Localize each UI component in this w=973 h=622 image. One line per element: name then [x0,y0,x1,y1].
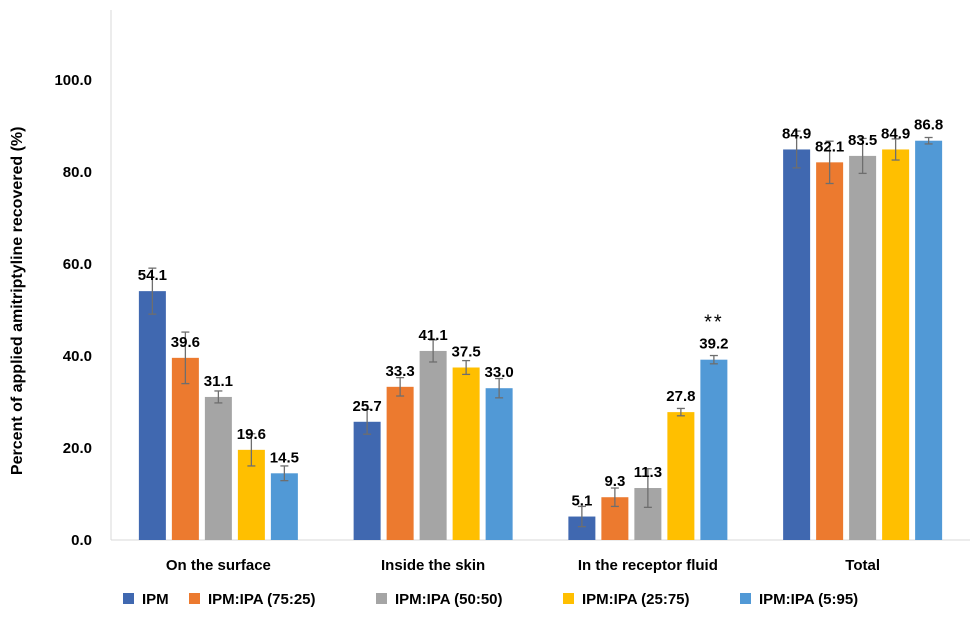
bar [138,291,166,540]
data-label: 33.3 [386,363,415,380]
bar [667,412,695,540]
annotations: ** [704,312,724,334]
bars [138,140,943,540]
data-label: 14.5 [270,449,299,466]
bar [171,357,199,540]
data-label: 86.8 [914,117,943,134]
y-axis-label: Percent of applied amitriptyline recover… [9,127,26,476]
data-label: 83.5 [848,132,877,149]
data-label: 82.1 [815,138,844,155]
bar [915,140,943,540]
x-tick-labels: On the surface Inside the skin In the rece… [166,557,880,574]
category-label: On the surface [166,557,271,574]
legend-swatch [123,593,134,604]
bar [816,162,844,540]
y-tick-label: 100.0 [54,72,92,89]
bar [568,516,596,540]
data-label: 39.6 [171,334,200,351]
data-label: 25.7 [353,398,382,415]
data-label: 84.9 [782,125,811,142]
data-label: 27.8 [666,388,695,405]
y-tick-label: 60.0 [63,256,92,273]
bar [700,359,728,540]
bar [849,155,877,540]
data-label: 19.6 [237,426,266,443]
data-label: 5.1 [571,493,592,510]
data-label: 84.9 [881,125,910,142]
y-tick-label: 80.0 [63,164,92,181]
category-label: Total [845,557,880,574]
data-label: 41.1 [419,327,448,344]
bar [270,473,298,540]
data-label: 31.1 [204,373,233,390]
significance-annotation: ** [704,312,724,334]
error-bars [148,130,933,528]
data-label: 11.3 [634,464,662,481]
data-label: 33.0 [485,364,514,381]
data-label: 54.1 [138,267,167,284]
legend-swatch [189,593,200,604]
legend-swatch [563,593,574,604]
bar [783,149,811,540]
data-label: 39.2 [699,336,728,353]
bar [485,388,513,540]
data-labels: 54.1 39.6 31.1 19.614.5 25.7 33.3 41.137.533.0… [138,117,943,510]
legend: IPM IPM:IPA (75:25) IPM:IPA (50:50) IPM:IPA… [123,591,858,608]
y-tick-label: 0.0 [71,532,92,549]
legend-label: IPM [142,591,169,608]
legend-swatch [740,593,751,604]
bar [353,421,381,540]
axes: 0.0 20.0 40.0 60.0 80.0 100.0 On the surface I… [9,10,970,574]
category-label: In the receptor fluid [578,557,718,574]
category-label: Inside the skin [381,557,485,574]
legend-label: IPM:IPA (5:95) [759,591,858,608]
y-tick-label: 40.0 [63,348,92,365]
legend-label: IPM:IPA (50:50) [395,591,503,608]
y-tick-labels: 0.0 20.0 40.0 60.0 80.0 100.0 [54,72,92,549]
legend-swatch [376,593,387,604]
legend-label: IPM:IPA (75:25) [208,591,316,608]
bar [419,350,447,540]
bar [204,396,232,540]
data-label: 9.3 [604,473,625,490]
bar [386,386,414,540]
data-label: 37.5 [452,344,481,361]
legend-label: IPM:IPA (25:75) [582,591,690,608]
bar [452,367,480,540]
bar [882,149,910,540]
y-tick-label: 20.0 [63,440,92,457]
